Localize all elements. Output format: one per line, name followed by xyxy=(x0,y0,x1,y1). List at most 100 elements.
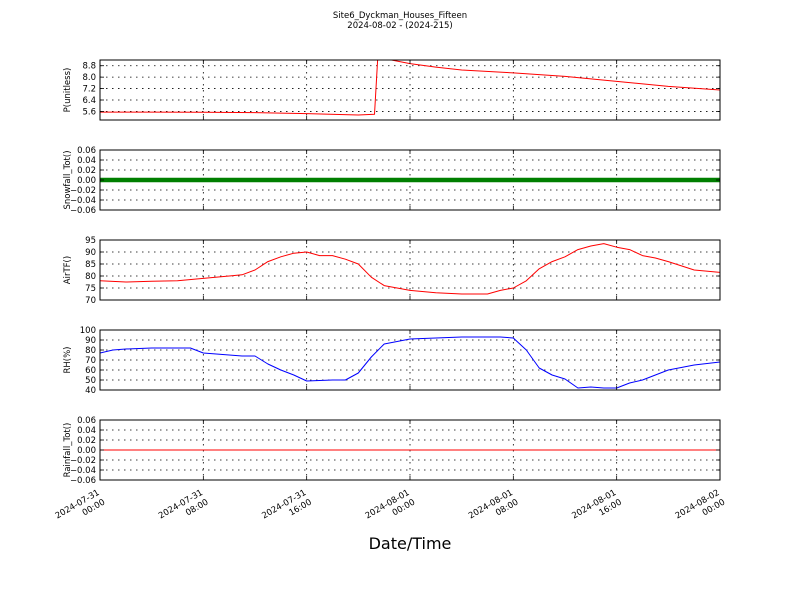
series-point xyxy=(366,178,371,182)
series-point xyxy=(594,178,599,182)
series-point xyxy=(444,178,449,182)
series-point xyxy=(278,178,283,182)
series-point xyxy=(560,178,565,182)
series-point xyxy=(237,178,242,182)
series-point xyxy=(689,178,694,182)
y-tick-label: −0.02 xyxy=(70,456,96,466)
y-axis-label: Rainfall_Tot() xyxy=(63,423,73,478)
series-point xyxy=(427,178,432,182)
series-point xyxy=(407,178,412,182)
series-point xyxy=(342,178,347,182)
series-point xyxy=(679,178,684,182)
y-tick-label: 90 xyxy=(85,336,96,346)
y-tick-label: 8.0 xyxy=(82,73,96,83)
series-point xyxy=(159,178,164,182)
series-point xyxy=(376,178,381,182)
series-point xyxy=(512,178,517,182)
series-point xyxy=(648,178,653,182)
series-point xyxy=(281,178,286,182)
series-point xyxy=(523,178,527,182)
series-point xyxy=(125,178,130,182)
y-tick-label: 90 xyxy=(85,248,96,258)
y-tick-label: 80 xyxy=(85,346,96,356)
series-point xyxy=(706,178,711,182)
y-axis-label: RH(%) xyxy=(63,346,73,373)
series-point xyxy=(567,178,572,182)
series-point xyxy=(291,178,296,182)
series-point xyxy=(533,178,538,182)
series-point xyxy=(601,178,606,182)
series-point xyxy=(319,178,323,182)
series-point xyxy=(404,178,408,182)
series-point xyxy=(121,178,126,182)
series-point xyxy=(659,178,663,182)
series-point xyxy=(373,178,378,182)
series-point xyxy=(587,178,592,182)
series-point xyxy=(580,178,585,182)
series-point xyxy=(438,178,442,182)
y-tick-label: 6.4 xyxy=(82,96,96,106)
figure-subtitle: 2024-08-02 - (2024-215) xyxy=(347,21,453,31)
y-tick-label: −0.06 xyxy=(70,476,96,486)
series-point xyxy=(478,178,483,182)
series-point xyxy=(234,178,238,182)
series-point xyxy=(325,178,330,182)
series-point xyxy=(485,178,490,182)
series-point xyxy=(176,178,181,182)
series-point xyxy=(618,178,623,182)
series-point xyxy=(492,178,497,182)
series-point xyxy=(179,178,184,182)
series-point xyxy=(111,178,116,182)
series-point xyxy=(553,178,558,182)
x-tick-label: 2024-08-0116:00 xyxy=(570,488,623,531)
series-point xyxy=(699,178,704,182)
series-point xyxy=(312,178,317,182)
y-tick-label: 0.06 xyxy=(77,416,96,426)
y-tick-label: 0.04 xyxy=(77,156,96,166)
series-point xyxy=(162,178,167,182)
series-point xyxy=(441,178,446,182)
series-point xyxy=(540,178,544,182)
series-point xyxy=(315,178,320,182)
series-point xyxy=(570,178,575,182)
series-point xyxy=(206,178,211,182)
series-point xyxy=(455,178,459,182)
series-point xyxy=(604,178,609,182)
series-point xyxy=(166,178,170,182)
series-point xyxy=(155,178,160,182)
series-point xyxy=(359,178,364,182)
series-point xyxy=(543,178,548,182)
series-point xyxy=(138,178,143,182)
series-point xyxy=(196,178,201,182)
series-point xyxy=(713,178,718,182)
series-point xyxy=(614,178,619,182)
series-point xyxy=(434,178,439,182)
series-point xyxy=(383,178,388,182)
series-point xyxy=(240,178,245,182)
series-point xyxy=(332,178,337,182)
y-tick-label: 60 xyxy=(85,366,96,376)
series-point xyxy=(183,178,187,182)
series-point xyxy=(387,178,391,182)
x-tick-label: 2024-07-3116:00 xyxy=(260,488,313,531)
series-point xyxy=(557,178,561,182)
series-point xyxy=(149,178,153,182)
series-point xyxy=(499,178,504,182)
y-tick-label: 0.04 xyxy=(77,426,96,436)
series-point xyxy=(135,178,140,182)
series-point xyxy=(506,178,510,182)
series-point xyxy=(642,178,646,182)
series-point xyxy=(475,178,480,182)
y-tick-label: 95 xyxy=(85,236,96,246)
y-tick-label: 0.02 xyxy=(77,166,96,176)
series-point xyxy=(251,178,255,182)
series-point xyxy=(625,178,629,182)
series-point xyxy=(509,178,514,182)
series-point xyxy=(414,178,419,182)
y-tick-label: 80 xyxy=(85,272,96,282)
series-point xyxy=(295,178,300,182)
y-tick-label: 85 xyxy=(85,260,96,270)
series-point xyxy=(220,178,225,182)
series-point xyxy=(128,178,133,182)
series-point xyxy=(186,178,191,182)
